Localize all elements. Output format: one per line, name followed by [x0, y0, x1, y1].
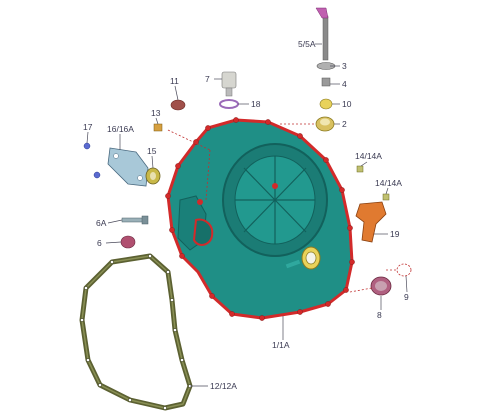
- callout-labels: 5/5A 3 4 10 2 7 18 11 13 17 16/16A 15 6A…: [83, 39, 409, 391]
- leader-lines: [86, 43, 408, 387]
- part-bolt-14-upper: [356, 165, 364, 173]
- part-bolt-13: [153, 123, 163, 132]
- part-bushing-6: [120, 235, 136, 249]
- part-bearing-2: [315, 116, 335, 132]
- part-oring-9: [396, 263, 412, 277]
- label-10: 10: [342, 99, 352, 109]
- label-2: 2: [342, 119, 347, 129]
- part-seal-15: [145, 167, 161, 185]
- part-bolt-16: [93, 171, 101, 179]
- part-cap-8: [370, 276, 392, 296]
- label-16-16a: 16/16A: [107, 124, 134, 134]
- label-17: 17: [83, 122, 93, 132]
- part-bushing-10: [319, 98, 333, 110]
- label-14-14a-lower: 14/14A: [375, 178, 402, 188]
- part-shaft-5: [315, 7, 329, 61]
- part-bolt-14-lower: [382, 193, 390, 201]
- label-9: 9: [404, 292, 409, 302]
- part-plug-11: [170, 99, 186, 111]
- label-6: 6: [97, 238, 102, 248]
- label-1-1a: 1/1A: [272, 340, 290, 350]
- label-12-12a: 12/12A: [210, 381, 237, 391]
- assembly-lines: [167, 123, 397, 293]
- outer-gasket: [79, 253, 193, 411]
- part-cap-7: [221, 71, 237, 97]
- label-3: 3: [342, 61, 347, 71]
- label-6a: 6A: [96, 218, 107, 228]
- part-plate-16: [107, 147, 149, 187]
- part-oring-18: [219, 99, 239, 109]
- label-15: 15: [147, 146, 157, 156]
- label-13: 13: [151, 108, 161, 118]
- part-pin-6a: [121, 215, 149, 225]
- part-bracket-19: [355, 201, 387, 243]
- part-collar-4: [321, 77, 331, 87]
- label-18: 18: [251, 99, 261, 109]
- clutch-cover: [165, 117, 355, 321]
- label-11: 11: [170, 76, 179, 86]
- part-bolt-17: [83, 142, 91, 150]
- label-14-14a-upper: 14/14A: [355, 151, 382, 161]
- label-7: 7: [205, 74, 210, 84]
- label-8: 8: [377, 310, 382, 320]
- label-19: 19: [390, 229, 400, 239]
- label-4: 4: [342, 79, 347, 89]
- label-5-5a: 5/5A: [298, 39, 316, 49]
